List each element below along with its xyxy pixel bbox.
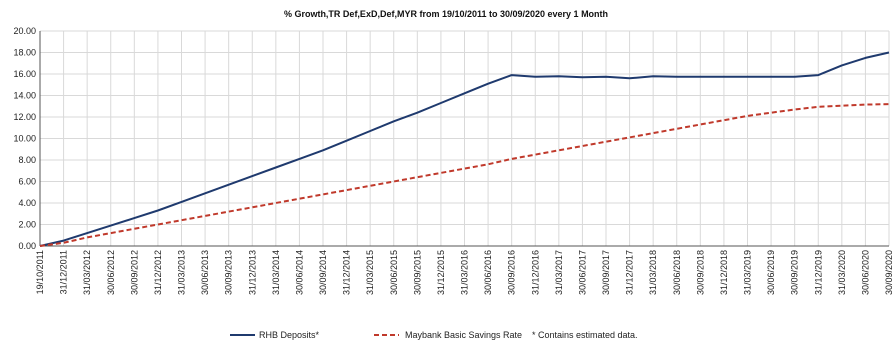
x-tick-label: 30/09/2014 <box>318 250 328 295</box>
x-tick-label: 30/09/2020 <box>884 250 892 295</box>
x-axis: 19/10/2011 31/12/2011 31/03/2012 30/06/2012… <box>35 245 892 295</box>
x-tick-label: 31/12/2013 <box>247 250 257 295</box>
x-tick-label: 30/06/2014 <box>294 250 304 295</box>
x-tick-label: 31/12/2019 <box>813 250 823 295</box>
x-tick-label: 31/03/2019 <box>743 250 753 295</box>
x-tick-label: 30/09/2018 <box>695 250 705 295</box>
x-tick-label: 31/03/2015 <box>365 250 375 295</box>
y-axis: 0.00 2.00 4.00 6.00 8.00 10.00 12.00 14.00 16.00… <box>13 26 41 251</box>
x-tick-label: 31/12/2018 <box>719 250 729 295</box>
y-tick-label: 16.00 <box>13 69 36 79</box>
y-tick-label: 2.00 <box>18 220 36 230</box>
y-tick-label: 10.00 <box>13 134 36 144</box>
x-tick-label: 31/03/2018 <box>648 250 658 295</box>
x-tick-label: 30/06/2019 <box>766 250 776 295</box>
x-tick-label: 30/06/2020 <box>860 250 870 295</box>
x-tick-label: 30/06/2015 <box>389 250 399 295</box>
x-tick-label: 31/12/2012 <box>153 250 163 295</box>
x-tick-label: 30/09/2013 <box>224 250 234 295</box>
x-tick-label: 19/10/2011 <box>35 250 45 294</box>
x-tick-label: 31/12/2011 <box>59 250 69 294</box>
chart-title: % Growth,TR Def,ExD,Def,MYR from 19/10/2… <box>284 9 608 19</box>
gridlines <box>39 30 890 247</box>
y-tick-label: 20.00 <box>13 26 36 36</box>
x-tick-label: 31/03/2016 <box>460 250 470 295</box>
x-tick-label: 31/03/2020 <box>837 250 847 295</box>
x-tick-label: 31/12/2015 <box>436 250 446 295</box>
x-tick-label: 30/06/2017 <box>577 250 587 295</box>
x-tick-label: 30/09/2019 <box>790 250 800 295</box>
y-tick-label: 8.00 <box>18 155 36 165</box>
y-tick-label: 0.00 <box>18 241 36 251</box>
x-tick-label: 31/12/2016 <box>530 250 540 295</box>
x-tick-label: 31/03/2013 <box>177 250 187 295</box>
series-line-rhb-deposits <box>39 51 890 247</box>
x-tick-label: 31/12/2017 <box>625 250 635 295</box>
x-tick-label: 30/09/2017 <box>601 250 611 295</box>
y-tick-label: 12.00 <box>13 112 36 122</box>
legend: RHB Deposits* Maybank Basic Savings Rate… <box>230 330 638 340</box>
x-tick-label: 31/12/2014 <box>342 250 352 295</box>
x-tick-label: 30/09/2016 <box>507 250 517 295</box>
legend-label-rhb: RHB Deposits* <box>259 330 320 340</box>
x-tick-label: 31/03/2014 <box>271 250 281 295</box>
y-tick-label: 18.00 <box>13 48 36 58</box>
y-tick-label: 14.00 <box>13 91 36 101</box>
x-tick-label: 31/03/2017 <box>554 250 564 295</box>
x-tick-label: 30/06/2016 <box>483 250 493 295</box>
x-tick-label: 30/09/2012 <box>129 250 139 295</box>
y-tick-label: 4.00 <box>18 198 36 208</box>
x-tick-label: 30/06/2018 <box>672 250 682 295</box>
legend-label-maybank: Maybank Basic Savings Rate <box>405 330 522 340</box>
y-tick-label: 6.00 <box>18 177 36 187</box>
x-tick-label: 30/09/2015 <box>412 250 422 295</box>
x-tick-label: 31/03/2012 <box>82 250 92 295</box>
series-lines <box>39 51 890 247</box>
x-tick-label: 30/06/2013 <box>200 250 210 295</box>
legend-footnote: * Contains estimated data. <box>532 330 638 340</box>
x-tick-label: 30/06/2012 <box>106 250 116 295</box>
